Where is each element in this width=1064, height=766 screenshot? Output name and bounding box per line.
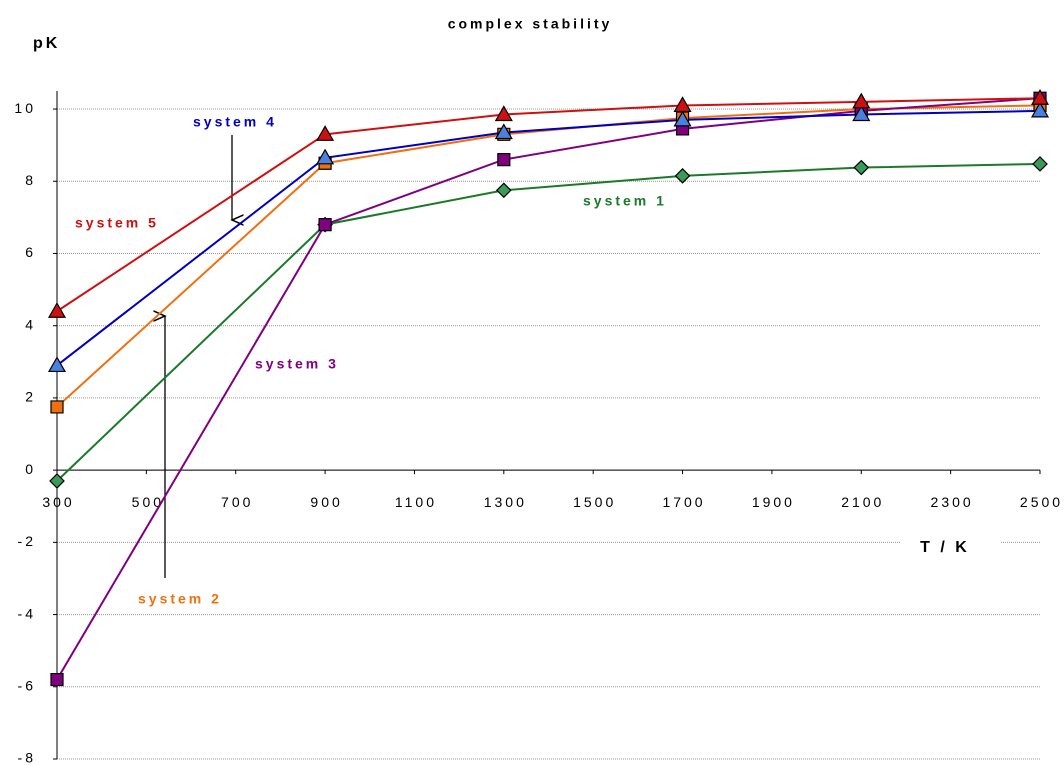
series-line [56, 104, 1041, 408]
data-point [1030, 89, 1050, 105]
x-tick-label: 700 [221, 494, 253, 510]
x-tick-label: 2500 [1020, 494, 1063, 510]
series-line [56, 97, 1041, 681]
x-tick-label: 1100 [395, 494, 437, 510]
x-tick-label: 900 [310, 494, 342, 510]
x-tick-label: 500 [132, 494, 164, 510]
data-point [1030, 101, 1050, 118]
x-tick-label: 1700 [662, 494, 705, 510]
x-tick-label: 2300 [931, 494, 974, 510]
series-label: system 5 [75, 215, 159, 231]
data-point [49, 473, 65, 489]
series-line [56, 162, 1041, 482]
series-line [56, 97, 1041, 313]
series-label: system 2 [138, 591, 222, 607]
series-label: system 1 [583, 193, 667, 209]
series-label: system 3 [255, 356, 339, 372]
y-tick-label: 8 [25, 172, 36, 188]
x-tick-label: 1300 [484, 494, 527, 510]
data-point [852, 105, 871, 122]
y-tick-label: -6 [18, 677, 36, 693]
y-axis-label: pK [33, 35, 60, 52]
y-tick-label: 4 [25, 316, 36, 332]
data-point [318, 218, 332, 232]
chart-title: complex stability [448, 16, 613, 32]
x-tick-label: 2100 [841, 494, 884, 510]
data-point [674, 168, 691, 184]
y-tick-label: 0 [25, 461, 36, 477]
data-point [316, 125, 335, 141]
series-label: system 4 [193, 114, 277, 130]
data-point [853, 159, 870, 176]
data-point [47, 356, 67, 373]
data-point [1032, 156, 1048, 172]
x-tick-label: 1900 [752, 494, 795, 510]
x-label-bg [900, 535, 1000, 561]
y-tick-label: -4 [18, 605, 36, 621]
data-point [494, 105, 513, 122]
data-point [673, 110, 692, 127]
series-line [56, 109, 1041, 367]
y-tick-label: 10 [14, 100, 36, 116]
x-tick-label: 300 [42, 494, 74, 510]
x-tick-label: 1500 [573, 494, 616, 510]
data-point [316, 148, 335, 165]
y-tick-label: -2 [18, 533, 36, 549]
y-tick-label: -8 [18, 750, 36, 766]
data-point [494, 123, 513, 140]
data-point [50, 672, 64, 687]
data-point [50, 400, 64, 414]
data-point [852, 92, 871, 109]
data-point [497, 153, 511, 167]
data-point [47, 302, 67, 318]
y-tick-label: 2 [25, 389, 36, 405]
data-point [673, 96, 692, 113]
data-point [495, 182, 512, 199]
y-tick-label: 6 [25, 244, 36, 260]
x-axis-label: T / K [920, 539, 970, 556]
